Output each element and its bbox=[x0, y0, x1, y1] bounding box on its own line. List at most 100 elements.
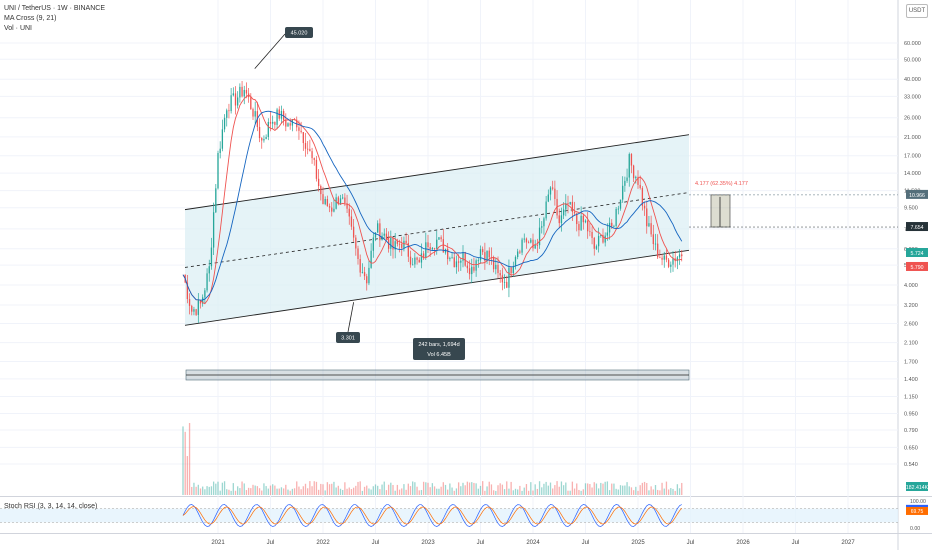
volume-bar bbox=[420, 489, 423, 495]
candle-body bbox=[392, 237, 394, 250]
candle-body bbox=[387, 239, 390, 249]
candle-body bbox=[532, 239, 534, 249]
volume-bar bbox=[335, 487, 337, 495]
candle-body bbox=[451, 257, 453, 259]
candle-body bbox=[245, 89, 248, 94]
price-tick: 4.000 bbox=[904, 283, 918, 289]
high-label-text: 45.020 bbox=[291, 31, 308, 37]
volume-bar bbox=[582, 489, 584, 495]
volume-bar bbox=[517, 489, 519, 495]
volume-bar bbox=[418, 490, 420, 495]
candle-body bbox=[492, 257, 495, 270]
volume-bar bbox=[392, 484, 394, 495]
ma-cross-label[interactable]: MA Cross (9, 21) bbox=[4, 15, 57, 22]
volume-bar bbox=[210, 486, 213, 495]
candle-body bbox=[267, 121, 269, 137]
price-tag-volume-level: 182.414K bbox=[906, 482, 929, 491]
candle-body bbox=[414, 257, 416, 265]
candle-body bbox=[250, 97, 252, 110]
volume-bar bbox=[184, 431, 186, 495]
volume-bar bbox=[637, 490, 639, 495]
symbol-title[interactable]: UNI / TetherUS · 1W · BINANCE bbox=[4, 5, 106, 12]
candle-body bbox=[307, 148, 309, 150]
volume-bar bbox=[580, 490, 582, 495]
volume-bar bbox=[221, 482, 224, 495]
candle-body bbox=[420, 253, 423, 263]
candle-body bbox=[462, 252, 464, 261]
price-axis[interactable]: 60.000 50.000 40.000 33.000 26.000 21.000 17.0… bbox=[904, 41, 929, 532]
volume-bar bbox=[552, 488, 554, 495]
time-tick: Jul bbox=[372, 540, 380, 546]
price-tag-ma-level: 5.790 bbox=[906, 261, 928, 271]
volume-bar bbox=[525, 484, 528, 495]
volume-bar bbox=[425, 482, 427, 495]
price-tag-bg bbox=[906, 248, 928, 258]
channel[interactable] bbox=[184, 134, 690, 326]
candle-body bbox=[409, 256, 412, 265]
candle-body bbox=[477, 260, 479, 262]
low-label: 3.301 bbox=[336, 332, 360, 343]
volume-bar bbox=[501, 484, 504, 495]
rsi-tick: 100.00 bbox=[910, 499, 926, 505]
volume-bar bbox=[234, 490, 237, 495]
volume-bar bbox=[468, 482, 471, 495]
stoch-rsi-label[interactable]: Stoch RSI (3, 3, 14, 14, close) bbox=[4, 503, 98, 510]
candle-body bbox=[447, 248, 449, 260]
volume-bar bbox=[304, 483, 307, 495]
volume-bar bbox=[355, 485, 357, 495]
candle-body bbox=[195, 309, 197, 315]
candle-body bbox=[188, 299, 191, 306]
volume-bar bbox=[639, 485, 641, 495]
candle-body bbox=[543, 218, 545, 227]
volume-bar bbox=[532, 490, 534, 495]
candle-body bbox=[344, 197, 346, 204]
candle-body bbox=[471, 266, 473, 275]
candle-body bbox=[269, 121, 272, 124]
annotations[interactable]: 45.020 3.301 242 bars, 1,694d Vol 6.45B 4.17… bbox=[185, 27, 898, 381]
currency-badge[interactable]: USDT bbox=[906, 4, 928, 18]
low-label-bg bbox=[336, 332, 360, 343]
candle-body bbox=[215, 188, 217, 213]
candle-body bbox=[311, 151, 313, 159]
candle-body bbox=[377, 223, 379, 233]
candle-body bbox=[252, 109, 254, 117]
candle-body bbox=[342, 197, 344, 199]
candle-body bbox=[637, 176, 639, 185]
candle-body bbox=[652, 234, 654, 245]
volume-label[interactable]: Vol · UNI bbox=[4, 25, 33, 32]
candle-body bbox=[363, 272, 366, 277]
price-tick: 2.100 bbox=[904, 341, 918, 347]
candle-body bbox=[379, 223, 381, 241]
low-label-text: 3.301 bbox=[341, 336, 355, 342]
volume-bar bbox=[508, 488, 510, 495]
volume-bar bbox=[223, 481, 226, 495]
candle-body bbox=[521, 239, 523, 253]
volume-bar bbox=[597, 488, 600, 495]
candle-body bbox=[552, 187, 554, 189]
volume-bar bbox=[256, 486, 259, 495]
ma-fast-line bbox=[182, 94, 682, 305]
candle-body bbox=[405, 240, 407, 243]
candle-body bbox=[665, 255, 668, 260]
volume-bar bbox=[549, 482, 552, 495]
candle-body bbox=[534, 245, 536, 249]
volume-bar bbox=[604, 481, 606, 495]
time-axis[interactable]: 2021 Jul 2022 Jul 2023 Jul 2024 Jul 2025 Jul 2026 J… bbox=[211, 540, 855, 546]
candle-body bbox=[396, 241, 399, 244]
volume-bar bbox=[363, 486, 366, 495]
volume-bar bbox=[226, 489, 228, 495]
volume-bar bbox=[385, 490, 388, 495]
volume-bar bbox=[331, 483, 333, 495]
candle-body bbox=[468, 268, 471, 275]
candle-body bbox=[457, 261, 460, 263]
volume-bar bbox=[374, 484, 377, 495]
volume-bar bbox=[350, 489, 353, 495]
time-tick: Jul bbox=[792, 540, 800, 546]
volume-bar bbox=[530, 482, 532, 495]
volume-bar bbox=[339, 488, 342, 495]
volume-bar bbox=[337, 485, 339, 495]
volume-bar bbox=[615, 488, 617, 495]
price-tick: 33.000 bbox=[904, 94, 921, 100]
candle-body bbox=[482, 249, 484, 253]
